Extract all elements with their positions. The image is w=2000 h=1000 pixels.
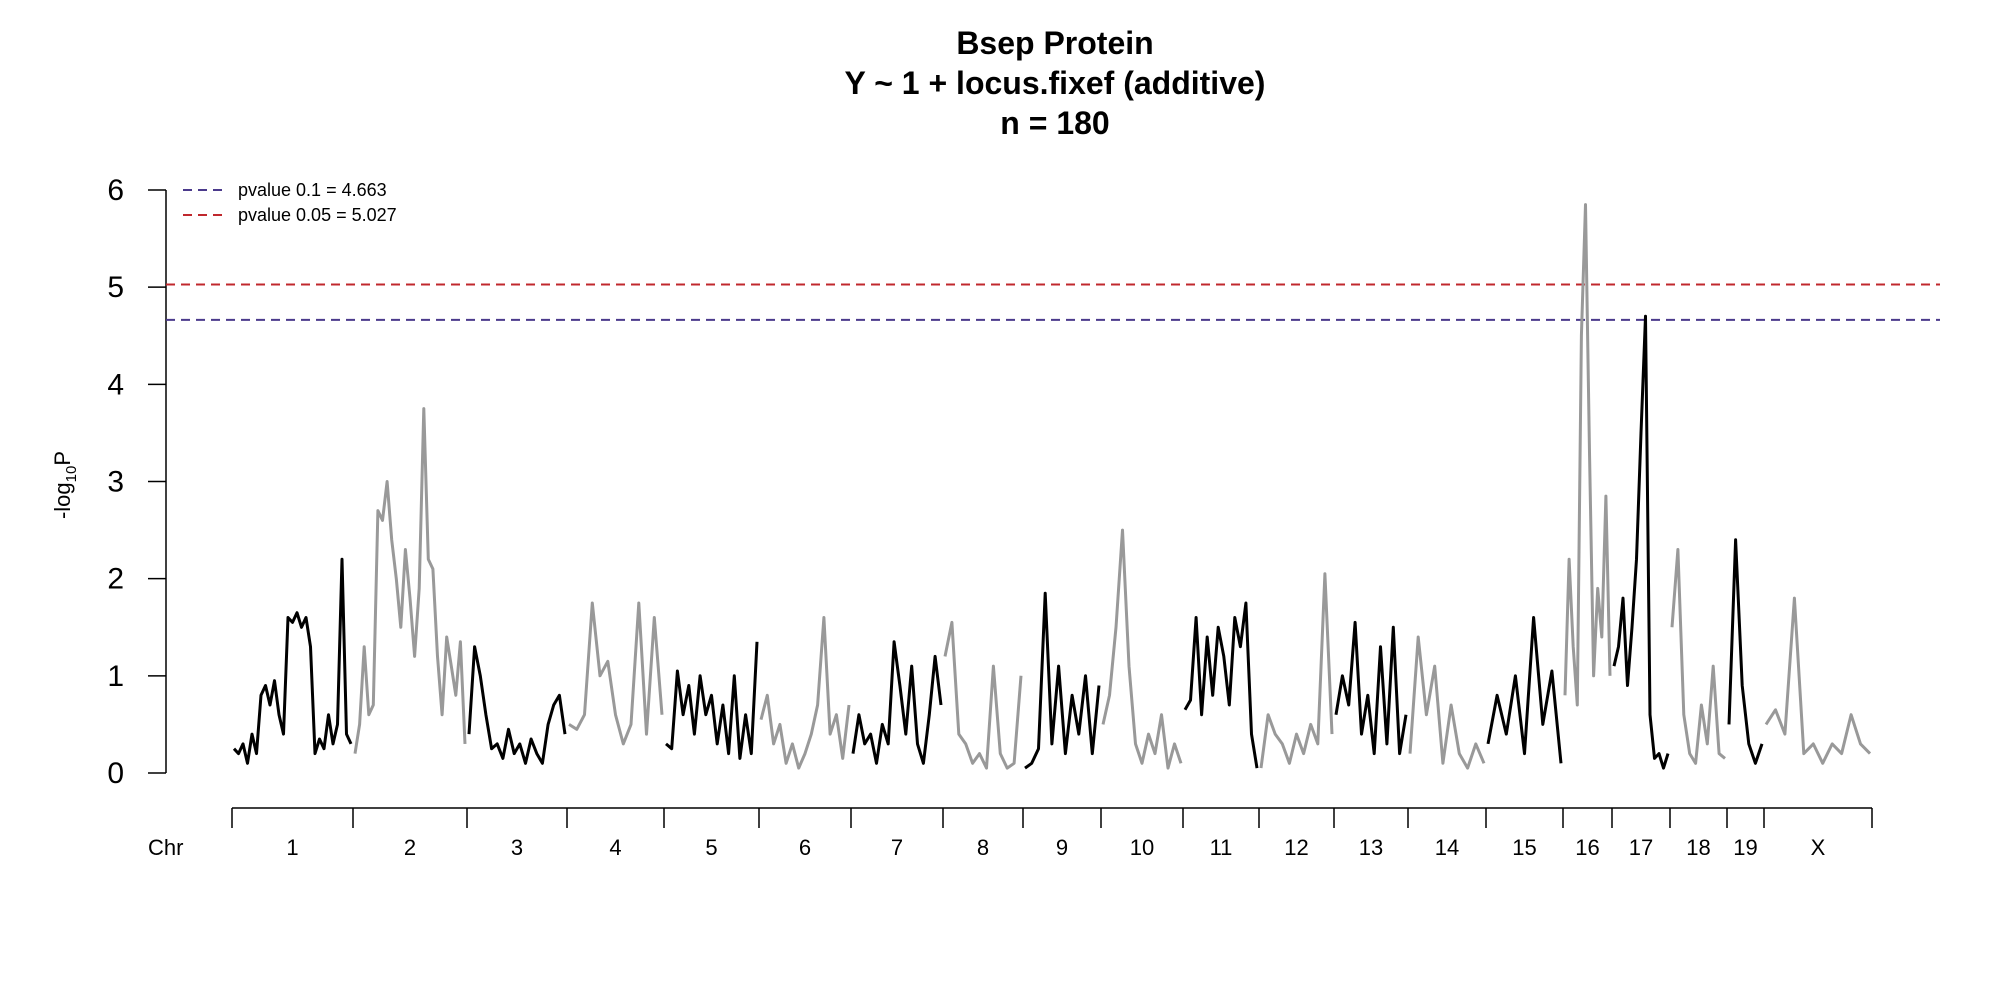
- chart-subtitle: Y ~ 1 + locus.fixef (additive): [845, 65, 1266, 101]
- chr-11-series: [1183, 601, 1259, 769]
- y-tick-label: 6: [107, 174, 124, 207]
- y-axis: 0 1 2 3 4 5 6: [107, 174, 167, 790]
- chr-label-8: 8: [977, 835, 989, 860]
- chr-12-series: [1259, 572, 1334, 769]
- chr-label-13: 13: [1359, 835, 1383, 860]
- chr-label-15: 15: [1512, 835, 1536, 860]
- sample-size: n = 180: [1000, 105, 1109, 141]
- chr-label-9: 9: [1056, 835, 1068, 860]
- x-axis-label: Chr: [148, 835, 183, 860]
- chr-X-series: [1764, 596, 1872, 765]
- chr-label-12: 12: [1284, 835, 1308, 860]
- chr-label-14: 14: [1435, 835, 1459, 860]
- y-tick-label: 5: [107, 271, 124, 304]
- legend-label: pvalue 0.05 = 5.027: [238, 205, 397, 225]
- chr-17-series: [1612, 314, 1670, 770]
- legend-label: pvalue 0.1 = 4.663: [238, 180, 387, 200]
- chr-label-7: 7: [891, 835, 903, 860]
- chr-3-series: [467, 645, 567, 765]
- y-axis-label: -log10P: [50, 451, 80, 519]
- chr-label-17: 17: [1629, 835, 1653, 860]
- chr-label-4: 4: [609, 835, 621, 860]
- y-tick-label: 3: [107, 466, 124, 499]
- chr-label-2: 2: [404, 835, 416, 860]
- chr-7-series: [851, 640, 943, 765]
- chr-6-series: [759, 616, 851, 770]
- chr-19-series: [1727, 538, 1764, 765]
- chr-label-3: 3: [511, 835, 523, 860]
- chr-label-19: 19: [1733, 835, 1757, 860]
- chr-label-16: 16: [1575, 835, 1599, 860]
- chr-1-series: [232, 557, 353, 765]
- y-tick-label: 2: [107, 563, 124, 596]
- chr-15-series: [1486, 616, 1563, 764]
- chr-label-1: 1: [286, 835, 298, 860]
- chr-13-series: [1334, 620, 1408, 756]
- threshold-lines: [166, 283, 1940, 321]
- chr-10-series: [1101, 528, 1183, 770]
- chr-label-18: 18: [1686, 835, 1710, 860]
- chr-5-series: [665, 641, 759, 760]
- chr-8-series: [943, 620, 1023, 770]
- chr-14-series: [1408, 635, 1486, 770]
- y-tick-label: 4: [107, 368, 124, 401]
- chart-title: Bsep Protein: [956, 25, 1153, 61]
- chr-4-series: [568, 601, 664, 746]
- chr-18-series: [1670, 548, 1726, 765]
- chr-label-X: X: [1811, 835, 1826, 860]
- chr-label-11: 11: [1210, 835, 1233, 860]
- y-tick-label: 0: [107, 757, 124, 790]
- chr-label-5: 5: [705, 835, 717, 860]
- y-tick-label: 1: [107, 660, 124, 693]
- chromosome-series: [232, 203, 1872, 770]
- chr-2-series: [353, 407, 467, 754]
- chr-9-series: [1024, 591, 1101, 770]
- legend: pvalue 0.1 = 4.663 pvalue 0.05 = 5.027: [183, 180, 397, 225]
- chr-label-10: 10: [1130, 835, 1154, 860]
- chr-16-series: [1563, 203, 1612, 707]
- chr-label-6: 6: [799, 835, 811, 860]
- chromosome-axis: Chr 1 2 3 4 5 6 7 8 9 10 11 12 13 14 15 16 17 18 19 X: [148, 807, 1873, 860]
